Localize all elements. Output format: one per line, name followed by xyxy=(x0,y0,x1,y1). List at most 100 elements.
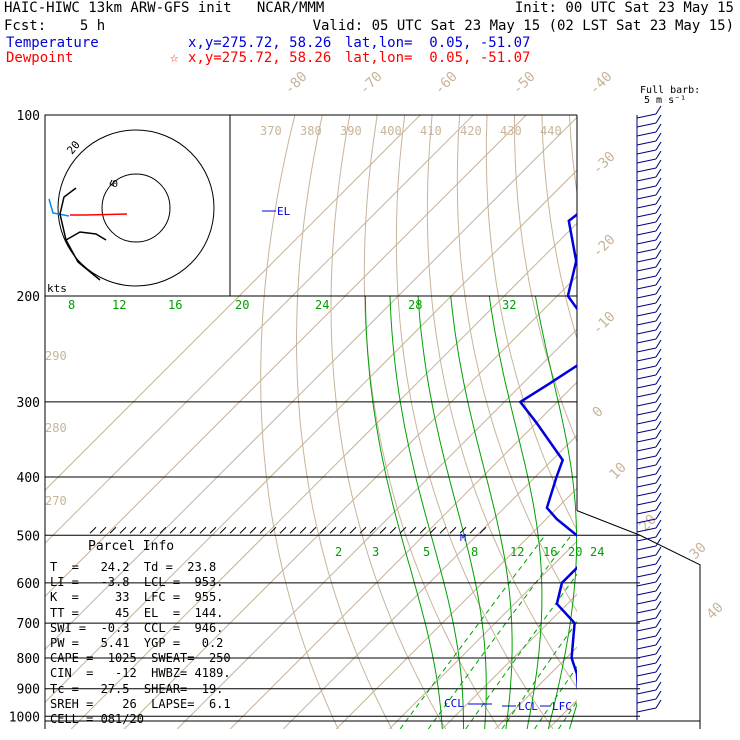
dry-adiabat xyxy=(456,115,577,613)
theta-label: 400 xyxy=(380,124,402,138)
freezing-hatch xyxy=(179,526,187,534)
wind-barb xyxy=(636,455,657,461)
wind-barb xyxy=(636,671,657,677)
wind-barb xyxy=(636,176,657,182)
wind-barb xyxy=(636,203,657,209)
wind-barb-flag xyxy=(655,627,662,637)
dry-adiabat xyxy=(426,115,577,689)
wind-barb-flag xyxy=(655,150,662,160)
dry-adiabat xyxy=(597,115,740,729)
wind-barb-flag xyxy=(655,519,662,529)
wind-barb-flag xyxy=(655,204,662,214)
freezing-hatch xyxy=(469,526,477,534)
wind-barb-flag xyxy=(655,159,662,169)
dry-adiabat xyxy=(707,115,740,729)
wind-barb xyxy=(636,122,657,128)
wind-barb-flag xyxy=(655,105,662,115)
mixing-ratio-line xyxy=(399,534,546,729)
mixing-ratio-label-lower: 2 xyxy=(335,545,342,559)
isotherm-line xyxy=(707,115,740,729)
freezing-hatch xyxy=(149,526,157,534)
isotherm-label: 10 xyxy=(607,460,630,483)
hodograph-ring-outer xyxy=(57,129,215,287)
wind-barb-flag xyxy=(655,249,662,259)
freezing-hatch xyxy=(319,526,327,534)
parcel-info-row: CAPE = 1025 SWEAT= 250 xyxy=(50,651,231,666)
pressure-tick-label: 900 xyxy=(17,683,40,698)
legend-temperature: Temperature xyxy=(6,35,99,51)
wind-barb xyxy=(636,518,657,524)
parcel-info-row: K = 33 LFC = 955. xyxy=(50,590,224,605)
mixing-ratio-label: 32 xyxy=(502,298,516,312)
wind-barb xyxy=(636,320,657,326)
wind-barb-flag xyxy=(655,357,662,367)
isotherm-label: -50 xyxy=(510,69,539,98)
wind-barb xyxy=(636,194,657,200)
wind-barb xyxy=(636,302,657,308)
freezing-hatch xyxy=(439,526,447,534)
wind-barb-flag xyxy=(655,483,662,493)
wind-barb xyxy=(636,680,657,686)
isotherm-line xyxy=(45,115,474,544)
mixing-ratio-label-lower: 8 xyxy=(471,545,478,559)
freezing-hatch xyxy=(449,526,457,534)
mixing-ratio-label: 16 xyxy=(168,298,182,312)
isotherm-line xyxy=(601,115,740,729)
isotherm-label: 30 xyxy=(687,540,710,563)
wind-barb xyxy=(636,374,657,380)
legend-dewpoint: Dewpoint xyxy=(6,50,74,66)
wind-barb-flag xyxy=(655,177,662,187)
freezing-hatch xyxy=(299,526,307,534)
isotherm-label: 40 xyxy=(704,600,727,623)
freezing-hatch xyxy=(279,526,287,534)
dry-adiabat xyxy=(260,115,339,729)
wind-barb xyxy=(636,527,657,533)
mixing-ratio-label-lower: 16 xyxy=(543,545,557,559)
wind-barb-flag xyxy=(655,366,662,376)
freezing-hatch xyxy=(219,526,227,534)
wind-barb-flag xyxy=(655,231,662,241)
mixing-ratio-label-lower: 3 xyxy=(372,545,379,559)
isotherm-label: -10 xyxy=(590,309,619,338)
parcel-info-row: SREH = 26 LAPSE= 6.1 xyxy=(50,696,231,711)
pressure-tick-label: 200 xyxy=(17,290,40,305)
pressure-tick-label: 600 xyxy=(17,577,40,592)
theta-label-left: 270 xyxy=(45,494,67,508)
dry-adiabat xyxy=(734,115,740,729)
header: HAIC-HIWC 13km ARW-GFS init NCAR/MMM Ini… xyxy=(0,0,740,70)
wind-barb xyxy=(636,275,657,281)
mixing-ratio-label: 12 xyxy=(112,298,126,312)
parcel-info-row: LI = -3.8 LCL = 953. xyxy=(50,575,224,590)
wind-barb xyxy=(636,212,657,218)
wind-barb-flag xyxy=(655,699,662,709)
wind-barb xyxy=(636,491,657,497)
theta-label: 430 xyxy=(500,124,522,138)
wind-barb-flag xyxy=(655,573,662,583)
mixing-ratio-label-lower: 12 xyxy=(510,545,524,559)
isotherm-line xyxy=(70,222,577,729)
wind-barb-flag xyxy=(655,564,662,574)
freezing-hatch xyxy=(379,526,387,534)
freezing-hatch xyxy=(239,526,247,534)
freezing-hatch xyxy=(419,526,427,534)
wind-barb-flag xyxy=(655,312,662,322)
wind-barb-flag xyxy=(655,537,662,547)
wind-barb xyxy=(636,464,657,470)
wind-barb xyxy=(636,500,657,506)
pressure-tick-label: 100 xyxy=(17,109,40,124)
freezing-hatch xyxy=(249,526,257,534)
wind-barb xyxy=(636,599,657,605)
isotherm-line xyxy=(45,115,527,597)
wind-barb xyxy=(636,230,657,236)
wind-barb xyxy=(636,626,657,632)
wind-barb xyxy=(636,167,657,173)
isotherm-line xyxy=(654,115,740,729)
mixing-ratio-line xyxy=(534,665,577,729)
temp-latlon: lat,lon= 0.05, -51.07 xyxy=(345,35,531,51)
freezing-hatch xyxy=(429,526,437,534)
theta-label: 380 xyxy=(300,124,322,138)
hodograph-inner-label: 0 xyxy=(112,179,118,190)
freezing-hatch xyxy=(289,526,297,534)
hodograph-box xyxy=(44,114,231,297)
freezing-hatch xyxy=(389,526,397,534)
